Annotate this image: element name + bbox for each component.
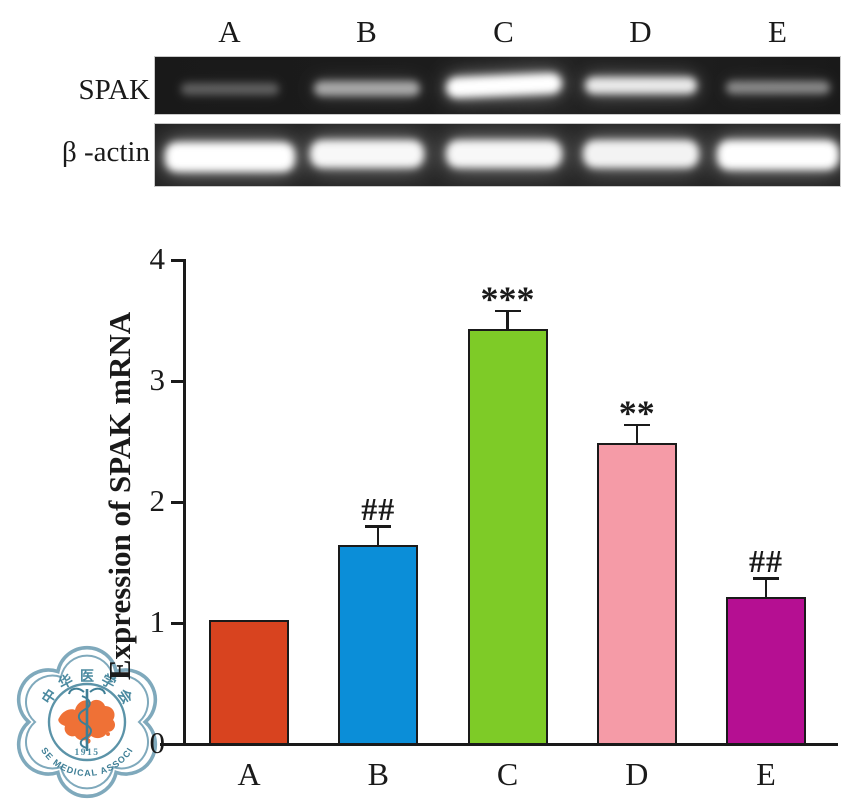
gel-band bbox=[445, 140, 562, 168]
cma-year: 1915 bbox=[75, 748, 100, 758]
significance-C: *** bbox=[480, 278, 535, 319]
y-tick-label: 1 bbox=[149, 604, 166, 639]
error-bar-stem bbox=[764, 577, 768, 597]
gel-strip-actin bbox=[155, 124, 840, 186]
bar-C bbox=[467, 329, 548, 745]
x-tick-label-B: B bbox=[367, 756, 389, 792]
gel-band bbox=[445, 72, 562, 99]
bar-A bbox=[209, 619, 289, 745]
y-axis-title: Expression of SPAK mRNA bbox=[102, 311, 137, 681]
y-tick bbox=[171, 259, 183, 262]
y-tick-label: 3 bbox=[149, 362, 166, 397]
gel-band bbox=[582, 140, 699, 168]
cma-char-2: 医 bbox=[80, 669, 94, 685]
significance-E: ## bbox=[749, 543, 783, 580]
gel-panel: A B C D E SPAK β -actin bbox=[0, 0, 860, 200]
error-bar-stem bbox=[377, 525, 380, 545]
error-bar-cap bbox=[623, 423, 650, 426]
x-tick-label-C: C bbox=[496, 756, 519, 792]
x-tick-label-E: E bbox=[756, 756, 776, 792]
y-axis-line bbox=[183, 259, 186, 745]
bar-chart: 0 1 2 3 4 A ## B *** C ** D ## E bbox=[0, 230, 860, 807]
bar-B bbox=[338, 544, 419, 745]
significance-B: ## bbox=[361, 491, 396, 528]
gel-lane-label-C: C bbox=[493, 14, 514, 49]
cma-taiwan-island bbox=[106, 732, 110, 736]
gel-row-label-spak: SPAK bbox=[78, 74, 150, 106]
gel-row-label-actin: β -actin bbox=[61, 136, 150, 168]
gel-band bbox=[716, 140, 839, 170]
gel-lane-label-A: A bbox=[218, 14, 241, 49]
error-bar-stem bbox=[506, 309, 509, 330]
y-tick bbox=[171, 622, 183, 625]
y-tick bbox=[171, 501, 183, 504]
gel-band bbox=[180, 83, 279, 95]
cma-logo: 中 华 医 学 会 1915 CHINESE MEDICAL ASSOCIATI… bbox=[16, 645, 158, 799]
gel-lane-label-D: D bbox=[629, 14, 652, 49]
gel-band bbox=[164, 142, 295, 172]
gel-band bbox=[313, 81, 420, 96]
bar-E bbox=[726, 596, 806, 745]
error-bar-cap bbox=[494, 309, 521, 313]
error-bar-cap bbox=[365, 525, 392, 528]
gel-band bbox=[725, 81, 830, 94]
error-bar-cap bbox=[753, 577, 779, 580]
bar-D bbox=[596, 442, 677, 745]
significance-D: ** bbox=[618, 392, 655, 433]
y-tick bbox=[171, 380, 183, 383]
y-tick-label: 0 bbox=[149, 725, 166, 760]
x-tick-label-A: A bbox=[237, 756, 261, 792]
gel-band bbox=[584, 77, 697, 94]
gel-band bbox=[309, 140, 424, 168]
y-tick-label: 2 bbox=[149, 483, 166, 518]
cma-caduceus bbox=[68, 687, 106, 751]
gel-lane-label-E: E bbox=[768, 14, 787, 49]
gel-lane-label-B: B bbox=[356, 14, 377, 49]
y-tick-label: 4 bbox=[149, 241, 166, 276]
x-tick-label-D: D bbox=[625, 756, 649, 792]
error-bar-stem bbox=[635, 423, 638, 443]
gel-strip-spak bbox=[155, 57, 840, 114]
